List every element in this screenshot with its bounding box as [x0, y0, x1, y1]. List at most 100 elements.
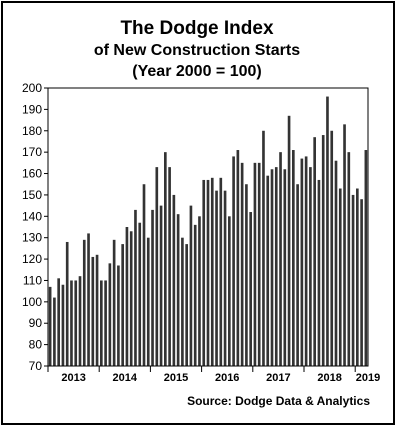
y-tick-label: 150	[22, 188, 42, 202]
chart-bar	[164, 152, 167, 366]
chart-bar	[134, 209, 137, 366]
y-tick-label: 70	[29, 359, 43, 373]
chart-bar	[155, 167, 159, 366]
chart-bar	[95, 254, 99, 366]
chart-title: The Dodge Index	[120, 18, 274, 39]
chart-bar	[206, 179, 210, 366]
chart-bar	[129, 231, 133, 366]
chart-bar	[313, 137, 316, 366]
chart-bar	[253, 162, 257, 366]
chart-bar	[249, 212, 252, 366]
x-tick-label: 2016	[215, 372, 239, 384]
chart-bar	[125, 227, 129, 366]
y-tick-label: 110	[23, 273, 42, 287]
chart-bar	[300, 158, 304, 366]
chart-bar	[151, 209, 154, 366]
y-tick-label: 100	[22, 295, 42, 309]
chart-bar	[338, 188, 342, 366]
chart-bar	[112, 239, 116, 366]
y-tick-label: 160	[22, 167, 42, 181]
y-tick-label: 90	[29, 316, 43, 330]
chart-bar	[257, 162, 261, 366]
chart-bar	[87, 233, 90, 366]
y-tick-label: 120	[22, 252, 42, 266]
chart-bar	[292, 150, 295, 366]
y-tick-label: 140	[22, 209, 42, 223]
x-tick-label: 2018	[317, 372, 341, 384]
chart-bar	[104, 280, 107, 366]
chart-bar	[296, 184, 299, 366]
chart-bar	[326, 96, 329, 367]
chart-bar	[100, 280, 103, 366]
chart-bar	[283, 169, 287, 366]
chart-bar	[74, 280, 78, 366]
y-tick-label: 190	[22, 102, 42, 116]
chart-bar	[232, 156, 235, 366]
x-tick-label: 2017	[266, 372, 290, 384]
chart-bar	[176, 214, 180, 366]
chart-bar	[146, 237, 150, 366]
chart-bar	[168, 167, 171, 366]
chart-bar	[61, 284, 65, 366]
chart-bar	[309, 167, 312, 366]
x-tick-label: 2015	[164, 372, 188, 384]
x-tick-label: 2019	[356, 372, 380, 384]
chart-bar	[65, 241, 69, 366]
chart-bar	[266, 175, 270, 366]
chart-bar	[287, 115, 291, 366]
y-tick-label: 180	[22, 124, 42, 138]
chart-bar	[57, 278, 60, 366]
chart-bar	[240, 162, 244, 366]
chart-bar	[245, 184, 248, 366]
chart-bar	[219, 177, 223, 366]
chart-bar	[185, 244, 188, 366]
chart-bar	[189, 205, 193, 366]
chart-bar	[108, 263, 112, 366]
chart-bar	[356, 188, 359, 366]
chart-bar	[121, 244, 124, 366]
x-tick-label: 2014	[113, 372, 138, 384]
chart-bar	[228, 216, 231, 366]
chart-bar	[334, 160, 338, 366]
chart-bar	[215, 190, 218, 366]
chart-bar	[82, 239, 86, 366]
chart-bar	[304, 156, 308, 366]
chart-bar	[142, 184, 146, 366]
plot-area-border	[47, 87, 369, 367]
y-tick-label: 200	[22, 81, 42, 95]
chart-bar	[351, 194, 355, 366]
chart-bar	[236, 150, 240, 366]
chart-bar	[202, 179, 206, 366]
y-tick-label: 80	[29, 338, 43, 352]
chart-bar	[279, 152, 282, 366]
chart-bar	[91, 256, 95, 366]
chart-bar	[262, 130, 265, 366]
chart-bar	[317, 179, 321, 366]
chart-bar	[223, 190, 227, 366]
x-tick-label: 2013	[61, 372, 85, 384]
chart-bar	[210, 177, 214, 366]
chart-subtitle: of New Construction Starts	[93, 42, 301, 59]
y-tick-label: 130	[22, 231, 42, 245]
y-tick-label: 170	[22, 145, 42, 159]
chart-bar	[321, 135, 325, 366]
chart-bar	[360, 199, 363, 366]
chart-bar	[193, 224, 197, 366]
chart-bar	[117, 265, 120, 366]
chart-bar	[48, 286, 52, 366]
chart-bar	[172, 194, 176, 366]
chart-bar	[347, 152, 351, 366]
chart-bar	[198, 216, 201, 366]
chart-bar	[343, 124, 346, 366]
chart-bar	[181, 237, 184, 366]
chart-bar	[330, 130, 334, 366]
chart-subtitle-base: (Year 2000 = 100)	[132, 63, 262, 80]
chart-bar	[53, 297, 56, 366]
chart-source: Source: Dodge Data & Analytics	[187, 394, 370, 408]
chart-bar	[138, 222, 142, 366]
chart-bar	[364, 150, 368, 366]
chart-bar	[70, 280, 73, 366]
chart-bar	[78, 276, 82, 366]
chart-bar	[274, 167, 278, 366]
